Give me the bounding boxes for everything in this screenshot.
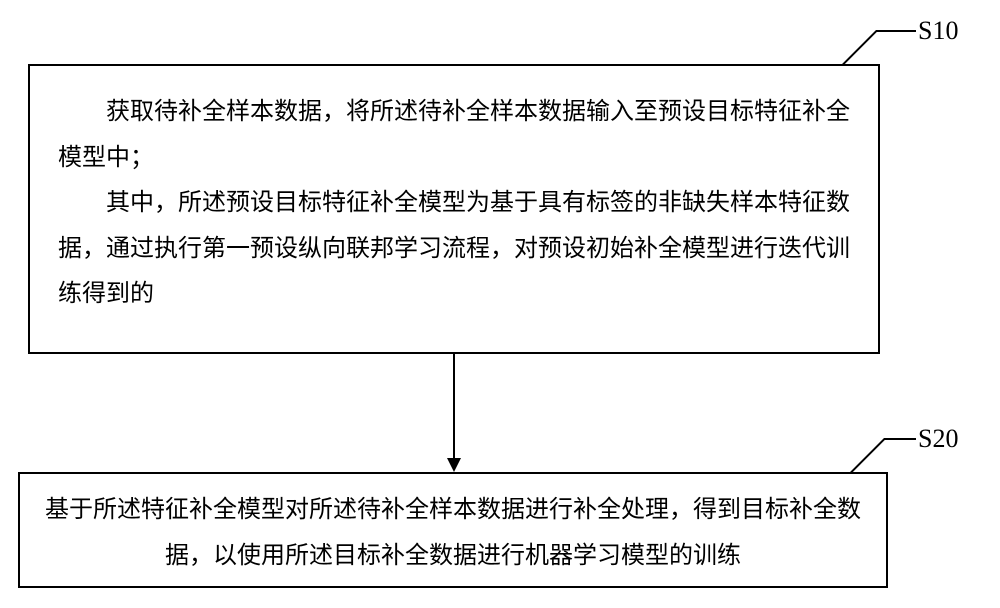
edge-s10-s20-arrow: [447, 458, 461, 472]
flow-step-s20: 基于所述特征补全模型对所述待补全样本数据进行补全处理，得到目标补全数据，以使用所…: [18, 472, 888, 588]
step-s10-line-2: 其中，所述预设目标特征补全模型为基于具有标签的非缺失样本特征数据，通过执行第一预…: [58, 181, 850, 318]
callout-s20-d: [850, 438, 885, 473]
callout-s20-h: [884, 438, 916, 440]
callout-s10-d: [842, 30, 877, 65]
flow-step-s10: 获取待补全样本数据，将所述待补全样本数据输入至预设目标特征补全模型中； 其中，所…: [28, 64, 880, 354]
step-label-s20: S20: [918, 424, 958, 454]
callout-s10-h: [876, 30, 916, 32]
step-s20-line-1: 基于所述特征补全模型对所述待补全样本数据进行补全处理，得到目标补全数据，以使用所…: [40, 488, 866, 579]
step-s10-line-1: 获取待补全样本数据，将所述待补全样本数据输入至预设目标特征补全模型中；: [58, 90, 850, 181]
edge-s10-s20-line: [453, 354, 455, 458]
step-label-s10: S10: [918, 16, 958, 46]
